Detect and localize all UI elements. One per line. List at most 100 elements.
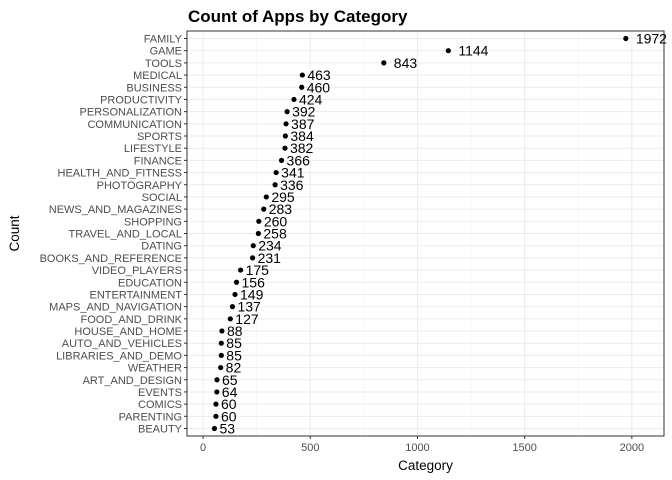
data-point bbox=[233, 279, 240, 285]
data-label: 64 bbox=[222, 384, 238, 400]
data-label: 283 bbox=[269, 201, 293, 217]
data-label: 234 bbox=[258, 238, 282, 254]
category-label: FINANCE bbox=[134, 155, 182, 167]
category-label: SPORTS bbox=[137, 131, 182, 143]
data-label: 60 bbox=[221, 408, 237, 424]
data-point bbox=[250, 255, 256, 261]
data-point bbox=[282, 145, 288, 151]
data-point bbox=[229, 304, 236, 310]
x-tick-label: 1000 bbox=[405, 442, 429, 454]
x-tick-label: 1500 bbox=[512, 442, 536, 454]
category-label: GAME bbox=[150, 46, 182, 58]
data-label: 295 bbox=[271, 189, 295, 205]
category-label: BOOKS_AND_REFERENCE bbox=[40, 253, 182, 265]
data-point bbox=[261, 206, 267, 212]
category-label: LIFESTYLE bbox=[124, 143, 182, 155]
data-point bbox=[218, 340, 224, 346]
category-label: SOCIAL bbox=[142, 192, 182, 204]
x-axis-title: Category bbox=[398, 458, 453, 473]
category-label: PERSONALIZATION bbox=[80, 107, 183, 119]
grid-lines bbox=[187, 31, 664, 436]
category-label: COMMUNICATION bbox=[87, 119, 182, 131]
category-label: HEALTH_AND_FITNESS bbox=[58, 168, 183, 180]
category-label: FOOD_AND_DRINK bbox=[81, 314, 183, 326]
category-label: PHOTOGRAPHY bbox=[97, 180, 183, 192]
data-label: 137 bbox=[237, 299, 261, 315]
category-label: MAPS_AND_NAVIGATION bbox=[49, 302, 182, 314]
category-label: BUSINESS bbox=[126, 82, 182, 94]
x-tick-label: 2000 bbox=[620, 442, 644, 454]
category-label: EDUCATION bbox=[118, 277, 182, 289]
category-label: BEAUTY bbox=[138, 424, 183, 436]
data-label: 341 bbox=[281, 165, 305, 181]
category-label: WEATHER bbox=[128, 363, 182, 375]
data-point bbox=[445, 48, 451, 54]
data-point bbox=[299, 84, 305, 90]
data-label: 156 bbox=[242, 274, 266, 290]
data-label: 387 bbox=[291, 116, 315, 132]
data-point bbox=[211, 425, 218, 432]
data-point bbox=[263, 194, 269, 200]
data-label: 424 bbox=[299, 91, 323, 107]
data-label: 260 bbox=[264, 213, 288, 229]
data-point bbox=[283, 121, 289, 127]
data-point bbox=[232, 291, 238, 298]
data-point bbox=[255, 230, 261, 237]
data-label: 88 bbox=[227, 323, 243, 339]
data-label: 149 bbox=[240, 286, 264, 302]
category-label: TRAVEL_AND_LOCAL bbox=[68, 229, 182, 241]
data-point bbox=[250, 243, 256, 249]
data-label: 82 bbox=[226, 360, 242, 376]
data-label: 85 bbox=[226, 347, 242, 363]
y-axis-title: Count bbox=[7, 215, 22, 251]
data-point bbox=[218, 352, 224, 358]
x-tick-label: 0 bbox=[200, 442, 206, 454]
data-point bbox=[273, 169, 279, 176]
data-label: 392 bbox=[292, 104, 316, 120]
data-label: 366 bbox=[287, 152, 311, 168]
data-label: 336 bbox=[280, 177, 304, 193]
category-label: AUTO_AND_VEHICLES bbox=[62, 338, 182, 350]
category-label: NEWS_AND_MAGAZINES bbox=[49, 204, 182, 216]
data-point bbox=[278, 157, 285, 163]
data-label: 460 bbox=[307, 79, 331, 95]
data-point bbox=[623, 35, 629, 42]
category-label: COMICS bbox=[138, 399, 182, 411]
data-point bbox=[237, 267, 244, 273]
x-tick-label: 500 bbox=[301, 442, 319, 454]
data-point bbox=[227, 316, 233, 322]
data-point bbox=[284, 109, 290, 115]
data-label: 463 bbox=[307, 67, 331, 83]
data-point bbox=[213, 413, 219, 419]
category-label: VIDEO_PLAYERS bbox=[92, 265, 182, 277]
data-point bbox=[214, 389, 220, 395]
data-label: 382 bbox=[290, 140, 314, 156]
data-label: 258 bbox=[263, 226, 287, 242]
category-label: PRODUCTIVITY bbox=[100, 94, 183, 106]
x-axis-ticks: 0 500 1000 1500 2000 bbox=[200, 436, 644, 454]
data-point bbox=[272, 182, 278, 188]
data-point bbox=[213, 401, 219, 407]
category-label: LIBRARIES_AND_DEMO bbox=[56, 350, 182, 362]
data-point bbox=[218, 364, 224, 371]
category-label: MEDICAL bbox=[133, 70, 182, 82]
data-label: 384 bbox=[290, 128, 314, 144]
data-label: 1972 bbox=[636, 31, 667, 47]
data-points bbox=[211, 35, 629, 432]
data-point bbox=[299, 72, 305, 78]
category-label: FAMILY bbox=[144, 34, 183, 46]
data-label: 231 bbox=[258, 250, 282, 266]
category-label: PARENTING bbox=[119, 411, 182, 423]
category-label: ART_AND_DESIGN bbox=[83, 375, 182, 387]
category-label: EVENTS bbox=[138, 387, 182, 399]
data-label: 1144 bbox=[458, 43, 488, 59]
data-label: 85 bbox=[226, 335, 242, 351]
data-point bbox=[256, 218, 262, 224]
category-label: HOUSE_AND_HOME bbox=[74, 326, 182, 338]
data-label: 60 bbox=[221, 396, 237, 412]
data-point bbox=[291, 96, 297, 103]
category-label: TOOLS bbox=[145, 58, 182, 70]
data-label: 53 bbox=[219, 421, 235, 437]
